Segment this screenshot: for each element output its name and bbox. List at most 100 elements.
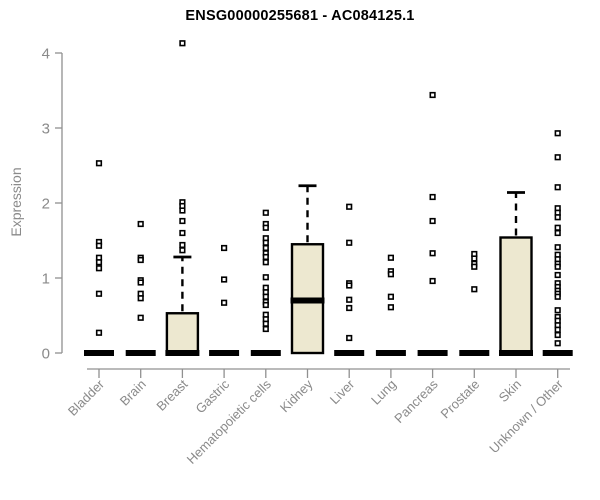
- outlier-point: [137, 279, 144, 286]
- outlier-point: [137, 314, 144, 321]
- outlier-point: [179, 217, 186, 225]
- median-line: [125, 350, 156, 356]
- outlier-point: [471, 286, 478, 293]
- outlier-point: [179, 229, 186, 237]
- outlier-point: [429, 193, 436, 201]
- outlier-point: [554, 244, 561, 251]
- x-tick-label-lung: Lung: [368, 377, 399, 408]
- outlier-point: [387, 304, 395, 311]
- x-tick-label-brain: Brain: [117, 377, 149, 409]
- outlier-point: [387, 254, 395, 261]
- outlier-point: [554, 331, 561, 339]
- outlier-point: [95, 329, 103, 336]
- outlier-point: [429, 250, 436, 257]
- boxplot-pancreas: [417, 91, 448, 356]
- x-tick-label-bladder: Bladder: [65, 376, 108, 419]
- outlier-point: [554, 263, 561, 270]
- outlier-point: [554, 130, 561, 137]
- y-tick-label: 2: [42, 196, 50, 213]
- outlier-point: [346, 203, 353, 210]
- x-tick-label-pancreas: Pancreas: [391, 376, 441, 426]
- y-tick-label: 1: [42, 271, 50, 288]
- boxplot-bladder: [84, 160, 114, 356]
- outlier-point: [221, 276, 228, 283]
- outlier-point: [346, 304, 353, 312]
- boxplot-prostate: [459, 250, 490, 356]
- outlier-point: [262, 259, 269, 266]
- median-line: [165, 350, 200, 356]
- median-line: [84, 350, 114, 356]
- outlier-point: [346, 296, 353, 303]
- median-line: [459, 350, 490, 356]
- outlier-point: [262, 325, 269, 333]
- x-tick-label-liver: Liver: [327, 376, 358, 407]
- boxplot-brain: [125, 220, 156, 356]
- x-tick-label-breast: Breast: [153, 376, 190, 413]
- outlier-point: [262, 253, 269, 261]
- boxplot-kidney: [290, 184, 325, 355]
- outlier-point: [346, 239, 353, 246]
- median-line: [417, 350, 448, 356]
- boxplot-unknown-other: [542, 130, 573, 356]
- outlier-point: [262, 301, 269, 309]
- outlier-point: [346, 282, 353, 289]
- outlier-point: [554, 271, 561, 279]
- outlier-point: [554, 184, 561, 191]
- box: [499, 236, 533, 355]
- outlier-point: [554, 293, 561, 300]
- median-line: [375, 350, 406, 356]
- median-line: [542, 350, 573, 356]
- outlier-point: [429, 217, 436, 225]
- outlier-point: [554, 229, 561, 237]
- x-tick-label-prostate: Prostate: [438, 377, 483, 422]
- outlier-point: [262, 293, 269, 300]
- median-line: [499, 350, 533, 356]
- y-tick-label: 4: [42, 46, 50, 63]
- outlier-point: [95, 265, 103, 272]
- median-line: [334, 350, 365, 356]
- outlier-point: [262, 244, 269, 252]
- median-line: [250, 350, 281, 356]
- chart-title: ENSG00000255681 - AC084125.1: [185, 8, 415, 24]
- boxplot-skin: [499, 191, 533, 356]
- x-tick-label-gastric: Gastric: [193, 376, 233, 416]
- outlier-point: [554, 154, 561, 161]
- outlier-point: [554, 214, 561, 221]
- boxplot-gastric: [209, 244, 240, 356]
- outlier-point: [471, 255, 478, 262]
- outlier-point: [429, 277, 436, 285]
- outlier-point: [95, 242, 103, 249]
- median-line: [290, 297, 325, 304]
- outlier-point: [179, 241, 186, 249]
- outlier-point: [471, 263, 478, 270]
- boxplot-breast: [165, 40, 200, 356]
- outlier-point: [429, 91, 436, 99]
- boxplot-liver: [334, 203, 365, 356]
- x-tick-label-skin: Skin: [496, 377, 524, 405]
- outlier-point: [387, 271, 395, 278]
- outlier-point: [262, 274, 269, 281]
- outlier-point: [95, 259, 103, 266]
- outlier-point: [221, 299, 228, 306]
- outlier-point: [179, 40, 186, 47]
- outlier-point: [387, 293, 395, 300]
- outlier-point: [137, 220, 144, 228]
- outlier-point: [554, 326, 561, 333]
- outlier-point: [137, 295, 144, 302]
- outlier-point: [554, 307, 561, 314]
- outlier-point: [262, 209, 269, 216]
- outlier-point: [179, 207, 186, 214]
- outlier-point: [262, 239, 269, 246]
- outlier-point: [554, 340, 561, 347]
- y-axis: 0 1 2 3 4: [42, 46, 63, 363]
- outlier-point: [95, 160, 103, 167]
- boxplot-lung: [375, 254, 406, 356]
- outlier-point: [262, 224, 269, 231]
- boxplot-hematopoietic-cells: [250, 209, 281, 356]
- outlier-point: [346, 334, 353, 342]
- outlier-point: [137, 256, 144, 264]
- outlier-point: [554, 224, 561, 231]
- outlier-point: [95, 290, 103, 297]
